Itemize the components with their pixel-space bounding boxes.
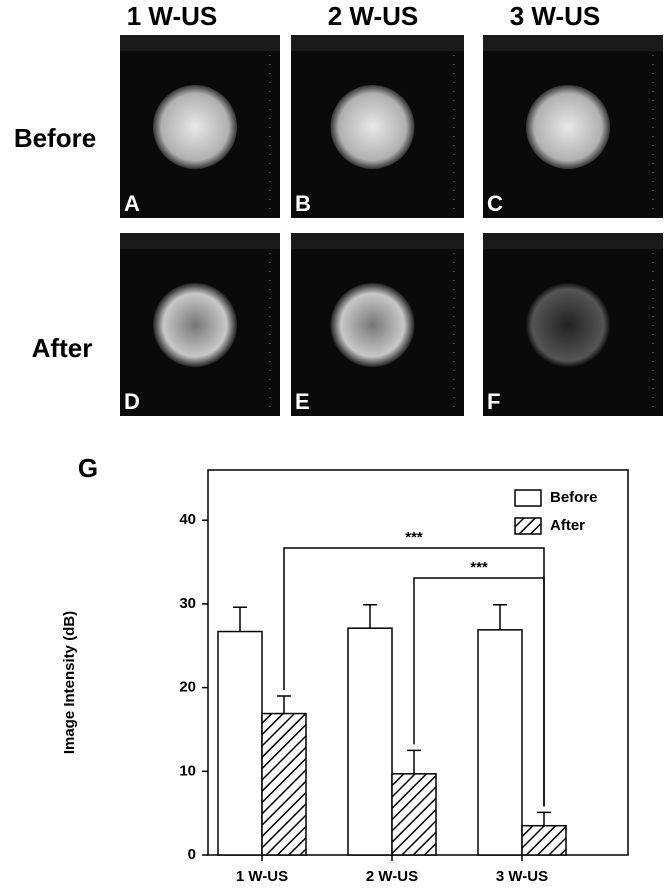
- legend-swatch: [514, 517, 542, 535]
- error-bar: [363, 604, 377, 629]
- y-tick-label: 10: [179, 762, 196, 779]
- error-bar: [233, 606, 247, 632]
- phantom: [526, 283, 610, 367]
- phantom: [330, 283, 415, 367]
- row-label: Before: [14, 123, 96, 153]
- significance-bracket: [413, 577, 545, 807]
- column-title: 3 W-US: [510, 1, 600, 31]
- image-header: [483, 233, 663, 249]
- x-tick-label: 1 W-US: [236, 868, 288, 885]
- panel-letter: C: [487, 191, 503, 216]
- bar: [347, 627, 393, 856]
- x-tick-label: 2 W-US: [366, 868, 418, 885]
- image-grid: A B C D E F: [120, 35, 663, 416]
- row-label: After: [32, 333, 93, 363]
- phantom: [153, 85, 237, 169]
- bar: [391, 773, 437, 856]
- y-tick-label: 0: [188, 846, 196, 863]
- image-header: [483, 35, 663, 51]
- error-bar: [407, 749, 421, 774]
- phantom: [153, 283, 237, 367]
- bar: [477, 629, 523, 856]
- column-title: 2 W-US: [328, 1, 418, 31]
- image-header: [120, 35, 280, 51]
- bar: [217, 630, 263, 856]
- bar-chart: G Image Intensity (dB) 0 10 20 30 40 1 W-US 2 W-…: [61, 453, 629, 885]
- panel-letter: D: [124, 389, 140, 414]
- panel-letter: B: [295, 191, 311, 216]
- legend-label: After: [550, 517, 585, 534]
- legend-swatch: [514, 489, 542, 507]
- error-bar: [537, 811, 551, 826]
- legend-label: Before: [550, 489, 598, 506]
- panel-letter: F: [487, 389, 500, 414]
- column-title: 1 W-US: [127, 1, 217, 31]
- significance-label: ***: [405, 529, 423, 546]
- panel-label: G: [78, 453, 98, 483]
- bar: [521, 824, 567, 856]
- image-header: [120, 233, 280, 249]
- x-tick-label: 3 W-US: [496, 868, 548, 885]
- significance-label: ***: [470, 559, 488, 576]
- panel-letter: A: [124, 191, 140, 216]
- phantom: [526, 85, 610, 169]
- image-header: [291, 233, 464, 249]
- y-tick-label: 30: [179, 595, 196, 612]
- image-header: [291, 35, 464, 51]
- phantom: [330, 85, 415, 169]
- error-bar: [493, 604, 507, 630]
- y-tick-label: 40: [179, 511, 196, 528]
- bar: [261, 712, 307, 856]
- y-tick-label: 20: [179, 679, 196, 696]
- error-bar: [277, 695, 291, 714]
- panel-letter: E: [295, 389, 310, 414]
- y-axis-label: Image Intensity (dB): [61, 611, 78, 754]
